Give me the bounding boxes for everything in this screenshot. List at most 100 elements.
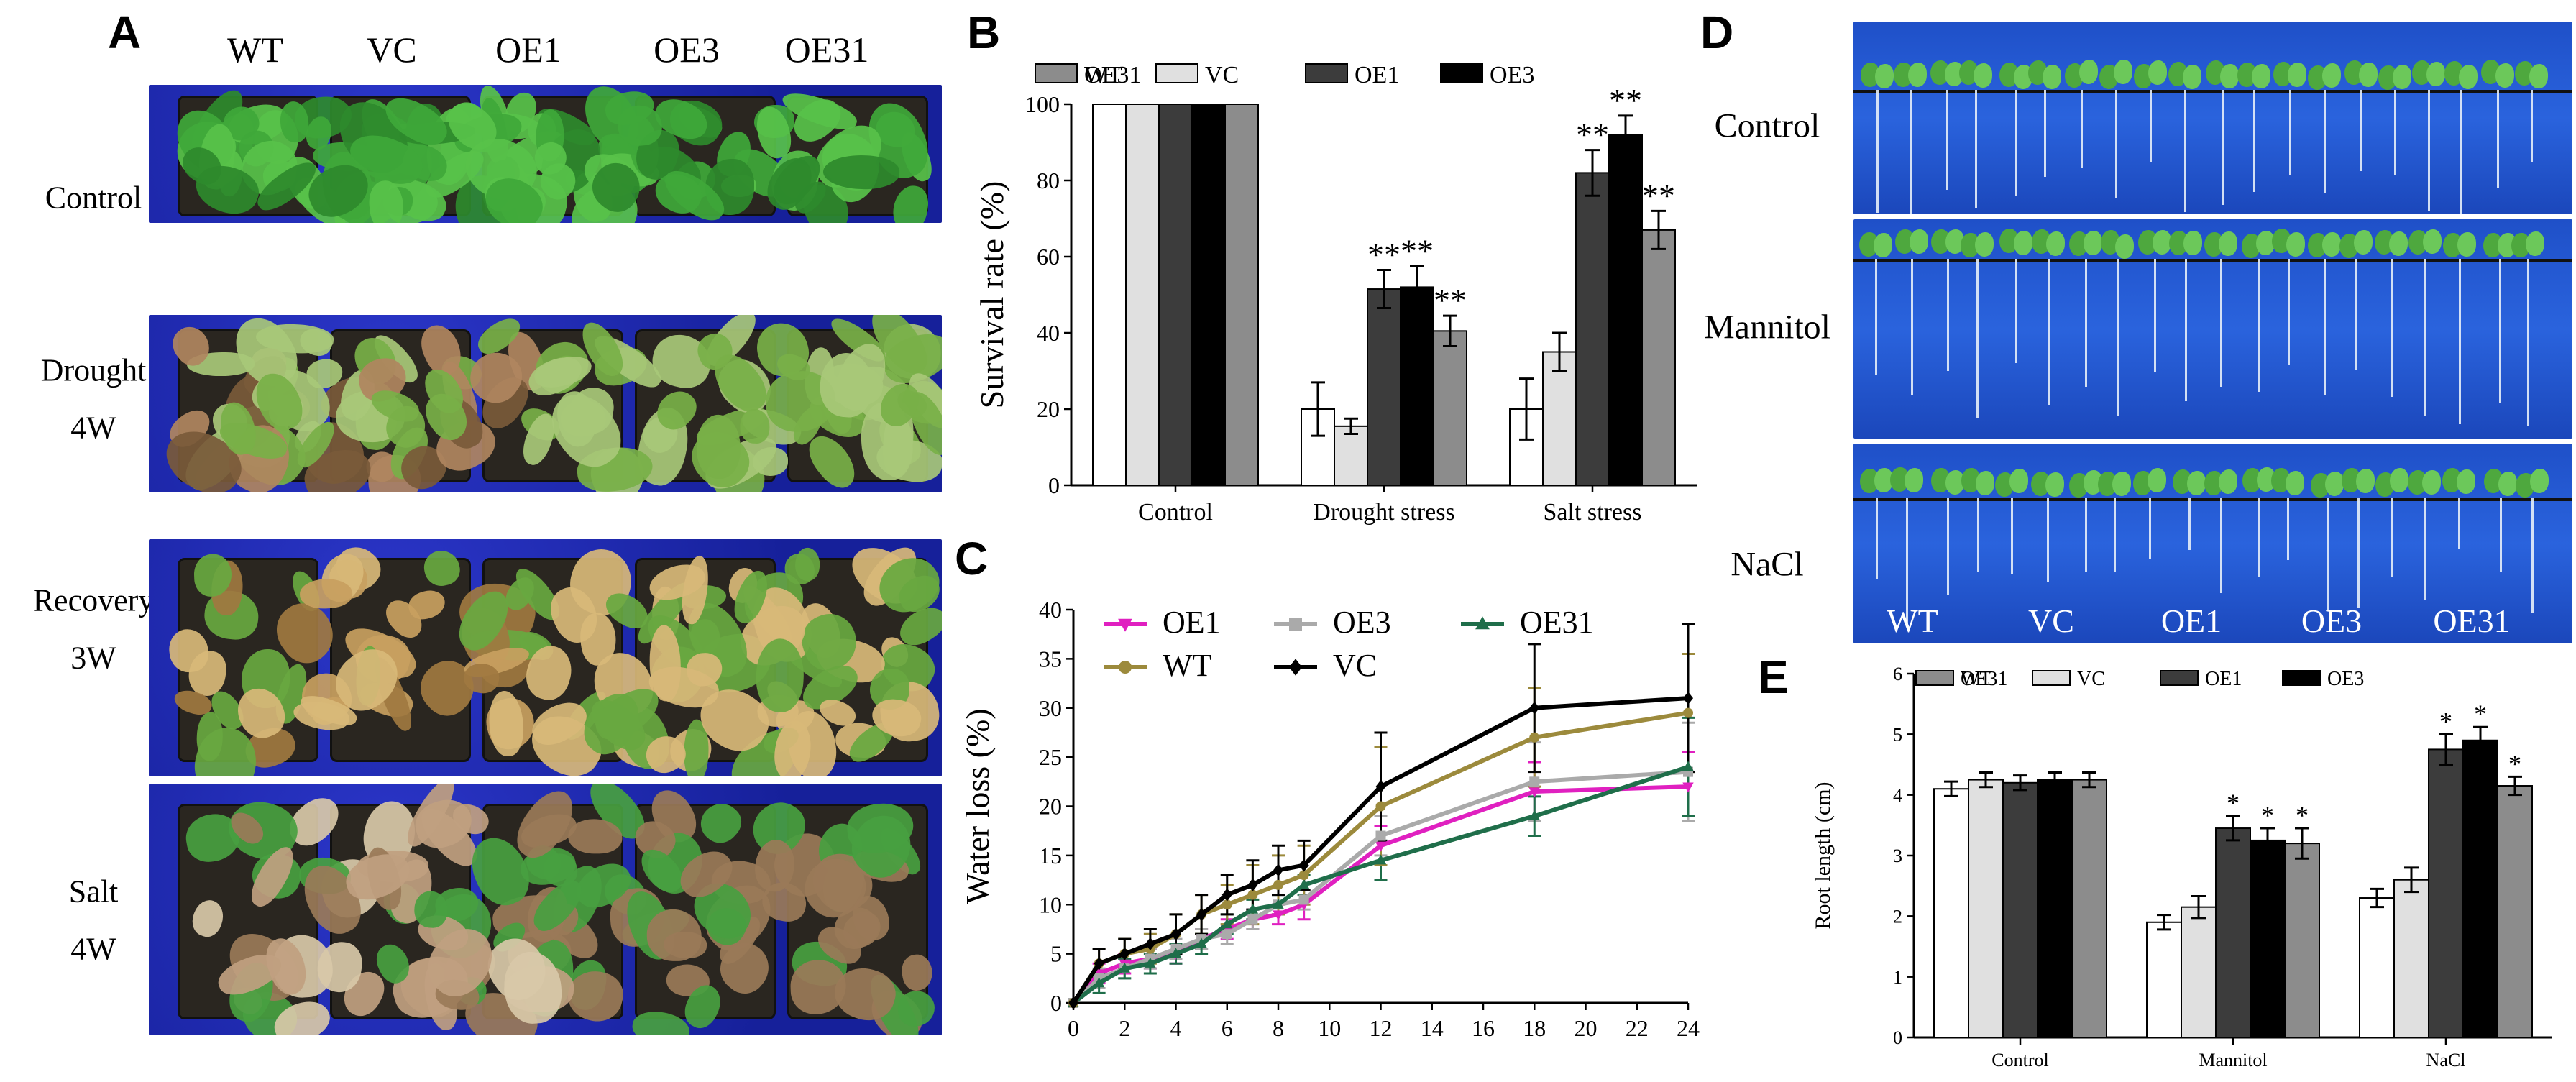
legend-swatch-oe31	[1915, 670, 1954, 686]
panel-a-photo-2	[149, 315, 942, 492]
significance-label: *	[2439, 707, 2452, 735]
x-tick-label: 18	[1523, 1015, 1546, 1041]
cotyledon	[2495, 63, 2514, 88]
bar-vc	[1334, 425, 1368, 486]
marker	[1273, 863, 1283, 877]
bar-wt	[2146, 921, 2182, 1038]
root	[1947, 498, 1950, 595]
y-tick-label: 6	[1893, 664, 1902, 684]
root	[2188, 498, 2191, 550]
legend-swatch-vc	[2032, 670, 2071, 686]
cotyledon	[2426, 62, 2445, 87]
root	[2287, 498, 2290, 561]
root	[2047, 498, 2050, 583]
legend-swatch-vc	[1155, 63, 1198, 83]
marker	[1247, 903, 1259, 914]
marker	[1221, 888, 1232, 902]
legend-label-oe31: OE31	[1961, 668, 2007, 690]
cotyledon	[2353, 229, 2373, 255]
marker	[1145, 957, 1156, 968]
cotyledon	[2256, 230, 2275, 255]
y-tick-label: 5	[1893, 724, 1902, 745]
root	[1977, 498, 1980, 573]
y-tick-label: 15	[1039, 843, 1062, 868]
significance-label: **	[1576, 116, 1609, 153]
marker	[1273, 910, 1284, 921]
bar-oe1	[1367, 288, 1401, 486]
significance-label: *	[2474, 700, 2487, 728]
x-tick-label: 0	[1068, 1015, 1079, 1041]
root	[2219, 498, 2222, 593]
significance-label: **	[1609, 82, 1642, 119]
x-tick-label: Control	[1991, 1050, 2048, 1070]
root	[2081, 90, 2084, 168]
bar-oe1	[2428, 748, 2464, 1039]
leaf	[568, 819, 623, 854]
legend-swatch-oe1	[2160, 670, 2199, 686]
bar-vc	[1125, 104, 1160, 486]
bar-oe31	[2071, 779, 2107, 1038]
cotyledon	[2288, 63, 2307, 88]
root	[2360, 90, 2362, 172]
y-tick-label: 80	[1037, 168, 1060, 193]
panel-a-col-vc: VC	[367, 29, 417, 70]
cotyledon	[2084, 230, 2103, 255]
root	[2117, 259, 2119, 416]
cotyledon	[2529, 469, 2549, 494]
marker	[1145, 937, 1155, 951]
panel-a-row-label-2: Drought	[40, 352, 147, 388]
marker	[1273, 898, 1284, 909]
root	[1875, 259, 1878, 375]
root	[2221, 90, 2224, 206]
significance-label: *	[2261, 801, 2274, 830]
cotyledon	[1974, 232, 1994, 257]
cotyledon	[2219, 64, 2239, 89]
root	[2324, 259, 2327, 395]
leaf	[897, 990, 937, 1028]
root	[1906, 498, 1909, 626]
panel-a-row-sublabel-4: 4W	[70, 931, 116, 967]
cotyledon	[1874, 468, 1893, 493]
cotyledon	[1908, 63, 1928, 87]
root	[2149, 498, 2152, 559]
cotyledon	[2390, 467, 2409, 492]
panel-b-letter: B	[967, 6, 1001, 58]
panel-d-row-label-control: Control	[1714, 106, 1820, 145]
bar-oe1	[2215, 827, 2251, 1039]
marker	[1119, 962, 1130, 973]
marker	[1528, 787, 1540, 798]
panel-d-plate-2	[1853, 219, 2572, 439]
legend-label-oe31: OE31	[1084, 62, 1141, 88]
marker	[1298, 894, 1309, 905]
cotyledon	[2322, 63, 2342, 88]
marker	[1289, 659, 1302, 676]
y-tick-label: 10	[1039, 891, 1062, 917]
legend-label-oe3: OE3	[1333, 605, 1391, 640]
root	[1876, 90, 1879, 214]
marker	[1221, 899, 1232, 910]
panel-e-root-length-chart: 0 1 2 3 4 5 6 Root length (cm) Control Mannitol * *…	[1811, 664, 2552, 1070]
root	[2394, 90, 2397, 175]
marker	[1298, 858, 1309, 872]
marker	[1170, 927, 1181, 941]
x-tick-label: Salt stress	[1544, 499, 1642, 526]
root	[2424, 259, 2427, 416]
agar-line	[1853, 498, 2572, 501]
leaf	[738, 408, 770, 444]
root	[2114, 498, 2117, 572]
bar-oe1	[1158, 104, 1193, 486]
cotyledon	[2529, 63, 2548, 88]
root	[2044, 90, 2047, 178]
cotyledon	[2045, 231, 2065, 256]
root	[1946, 259, 1949, 371]
x-tick-label: Mannitol	[2199, 1050, 2267, 1070]
marker	[1375, 841, 1387, 852]
cotyledon	[1976, 470, 1995, 495]
cotyledon	[2219, 231, 2238, 256]
cotyledon	[2286, 470, 2305, 495]
panel-d-col-oe31: OE31	[2433, 602, 2511, 639]
y-tick-label: 3	[1893, 845, 1902, 866]
marker	[1196, 937, 1207, 948]
cotyledon	[2218, 469, 2237, 494]
